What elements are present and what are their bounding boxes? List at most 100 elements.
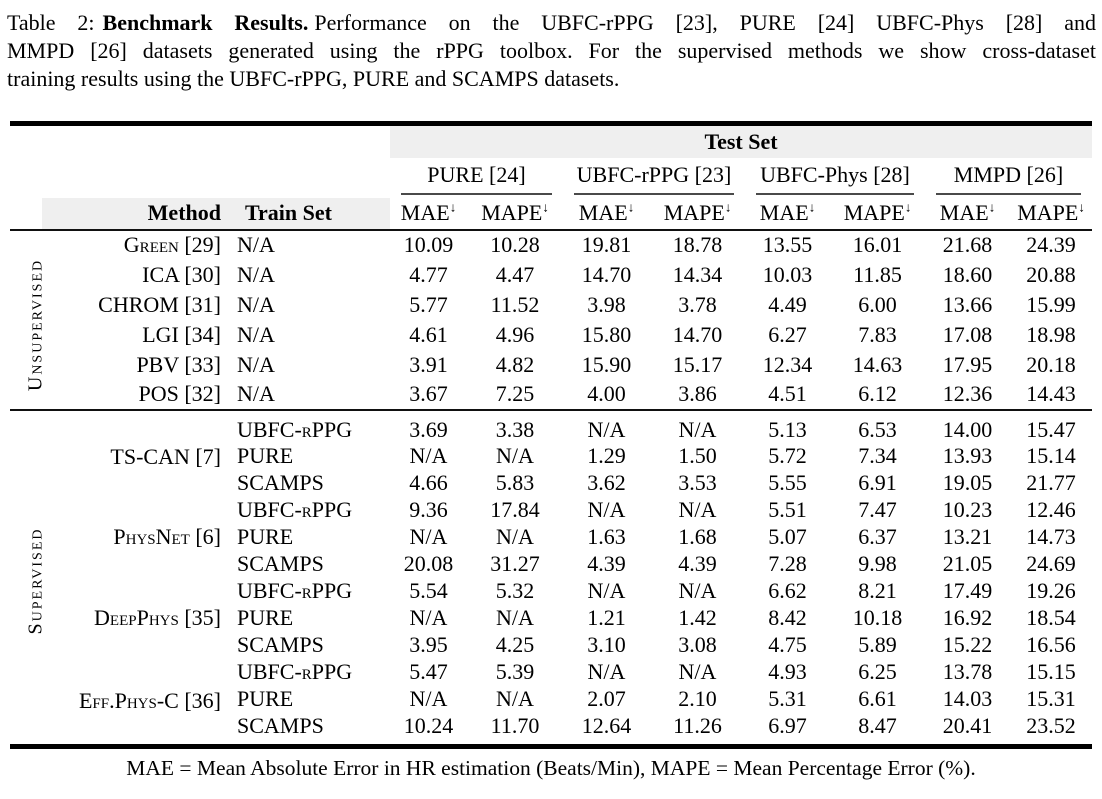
table-row: DeepPhys [35] UBFC-rPPG 5.54 5.32 N/A N/… bbox=[10, 578, 1092, 630]
metric-value: 20.41 bbox=[942, 712, 993, 738]
metric-value: 11.52 bbox=[490, 291, 540, 317]
metric-value: 4.61 bbox=[409, 321, 448, 347]
caption-text-1: Performance on the UBFC-rPPG [23], PURE … bbox=[314, 10, 1097, 35]
metric-value: 21.68 bbox=[942, 232, 993, 257]
metric-value: 13.55 bbox=[762, 232, 813, 257]
metric-value: N/A bbox=[409, 443, 448, 468]
train-set-value: N/A bbox=[237, 321, 275, 347]
metric-value: 5.07 bbox=[768, 524, 807, 549]
group-spacer bbox=[10, 470, 42, 497]
metric-value: 3.08 bbox=[678, 632, 717, 657]
train-set-column-header: Train Set bbox=[228, 197, 390, 231]
table-row: PBV [33] N/A 3.91 4.82 15.90 15.17 12.34… bbox=[10, 350, 1092, 380]
metric-value: 1.68 bbox=[678, 524, 717, 549]
method-name: ICA [30] bbox=[142, 261, 221, 287]
metric-value: 13.66 bbox=[942, 291, 993, 317]
metric-value: 14.03 bbox=[942, 686, 993, 711]
header-spacer bbox=[10, 124, 390, 158]
metric-value: 12.36 bbox=[925, 379, 1010, 411]
metric-value: 6.37 bbox=[858, 524, 897, 549]
metric-value: 16.56 bbox=[1026, 632, 1076, 657]
metric-value: 10.18 bbox=[852, 605, 903, 630]
metric-value: 14.70 bbox=[581, 261, 632, 287]
method-name: CHROM [31] bbox=[98, 291, 221, 317]
train-set-value: PURE bbox=[237, 605, 294, 630]
metric-value: 11.26 bbox=[673, 712, 722, 738]
table-row: LGI [34] N/A 4.61 4.96 15.80 14.70 6.27 … bbox=[10, 320, 1092, 350]
metric-value: 6.62 bbox=[768, 578, 807, 603]
metric-value: 12.46 bbox=[1026, 497, 1076, 522]
metric-value: N/A bbox=[409, 605, 448, 630]
metric-value: 5.31 bbox=[768, 686, 807, 711]
metric-value: 14.70 bbox=[672, 321, 723, 347]
mae-column-header: MAE↓ bbox=[745, 197, 830, 231]
metric-value: 3.98 bbox=[587, 291, 626, 317]
metric-value: 4.82 bbox=[495, 351, 535, 377]
metric-value: 5.32 bbox=[495, 578, 535, 603]
caption-label: Table 2: bbox=[7, 10, 95, 35]
test-set-header: Test Set bbox=[390, 123, 1093, 158]
mae-column-header: MAE↓ bbox=[925, 197, 1010, 231]
metric-value: 13.21 bbox=[942, 524, 993, 549]
metric-value: 5.77 bbox=[409, 291, 448, 317]
mape-column-header: MAPE↓ bbox=[650, 197, 745, 231]
train-set-value: UBFC-rPPG bbox=[237, 416, 353, 442]
table-footnote: MAE = Mean Absolute Error in HR estimati… bbox=[126, 755, 976, 780]
group-spacer bbox=[10, 443, 42, 470]
metric-value: 4.51 bbox=[745, 379, 830, 411]
train-set-value: UBFC-rPPG bbox=[237, 659, 353, 684]
method-name: LGI [34] bbox=[142, 321, 221, 347]
metric-value: 11.70 bbox=[490, 712, 540, 738]
metric-value: 3.78 bbox=[678, 291, 717, 317]
group-spacer bbox=[10, 659, 42, 686]
metric-value: 8.21 bbox=[858, 578, 897, 603]
header-spacer bbox=[10, 197, 42, 231]
metric-value: 18.78 bbox=[672, 232, 723, 257]
train-set-value: SCAMPS bbox=[237, 551, 324, 576]
metric-value: 7.28 bbox=[768, 551, 807, 576]
group-label-supervised: Supervised bbox=[24, 527, 47, 635]
metric-value: 3.69 bbox=[409, 416, 448, 442]
metric-value: 3.95 bbox=[409, 632, 448, 657]
metric-value: 19.81 bbox=[581, 232, 632, 257]
metric-value: N/A bbox=[496, 605, 534, 630]
metric-value: 13.78 bbox=[942, 659, 993, 684]
metric-value: 1.63 bbox=[587, 524, 626, 549]
train-set-value: PURE bbox=[237, 524, 294, 549]
metric-value: 7.25 bbox=[467, 379, 563, 411]
method-name: Eff.Phys-C [36] bbox=[78, 688, 221, 713]
train-set-value: UBFC-rPPG bbox=[237, 497, 353, 522]
down-arrow-icon: ↓ bbox=[808, 199, 816, 215]
metric-value: N/A bbox=[678, 659, 717, 684]
train-set-value: N/A bbox=[237, 232, 275, 257]
metric-value: 4.25 bbox=[495, 632, 535, 657]
metric-value: 4.66 bbox=[409, 470, 448, 495]
method-name: TS-CAN [7] bbox=[110, 443, 221, 469]
metric-value: 4.39 bbox=[678, 551, 717, 576]
table-row: PURE N/A N/A 1.63 1.68 5.07 6.37 13.21 1… bbox=[10, 524, 1092, 551]
table-row: PURE N/A N/A 2.07 2.10 5.31 6.61 14.03 1… bbox=[10, 686, 1092, 713]
metric-value: 6.12 bbox=[830, 379, 925, 411]
metric-value: 18.98 bbox=[1026, 321, 1076, 347]
metric-value: 10.23 bbox=[942, 497, 993, 522]
metric-value: 2.07 bbox=[587, 686, 626, 711]
metric-value: 3.38 bbox=[495, 416, 535, 442]
benchmark-table-wrapper: Unsupervised Supervised Test Set PURE [2… bbox=[10, 121, 1093, 749]
metric-value: 31.27 bbox=[490, 551, 540, 576]
metric-value: 3.62 bbox=[587, 470, 626, 495]
table-row: SCAMPS 10.24 11.70 12.64 11.26 6.97 8.47… bbox=[10, 713, 1092, 747]
table-row: PURE N/A N/A 1.29 1.50 5.72 7.34 13.93 1… bbox=[10, 443, 1092, 470]
metric-value: 5.72 bbox=[768, 443, 807, 468]
metric-value: 8.42 bbox=[768, 605, 807, 630]
metric-value: 15.31 bbox=[1026, 686, 1076, 711]
metric-value: 9.36 bbox=[409, 497, 448, 522]
table-row: Eff.Phys-C [36] UBFC-rPPG 5.47 5.39 N/A … bbox=[10, 659, 1092, 713]
train-set-value: N/A bbox=[237, 291, 275, 317]
metric-value: 14.34 bbox=[672, 261, 723, 287]
group-spacer bbox=[10, 379, 42, 411]
group-label-unsupervised: Unsupervised bbox=[24, 258, 47, 392]
train-set-value: SCAMPS bbox=[237, 632, 324, 657]
metric-value: 20.88 bbox=[1026, 261, 1076, 287]
metric-value: 4.93 bbox=[768, 659, 807, 684]
down-arrow-icon: ↓ bbox=[627, 199, 635, 215]
